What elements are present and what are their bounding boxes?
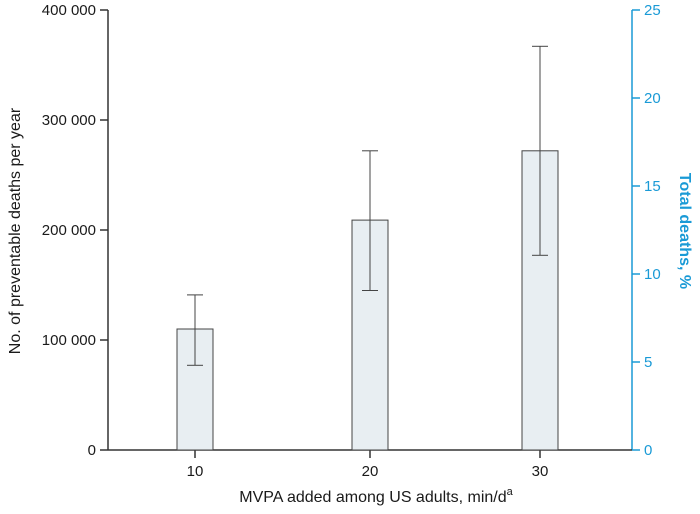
left-tick-label: 300 000 [42, 112, 96, 129]
x-tick-label: 10 [187, 463, 204, 480]
left-y-axis: 0 100 000 200 000 300 000 400 000 [42, 2, 109, 459]
left-tick-label: 100 000 [42, 332, 96, 349]
right-y-axis: 0 5 10 15 20 25 [631, 2, 661, 459]
right-tick-label: 25 [644, 2, 661, 19]
left-tick-label: 0 [88, 442, 96, 459]
x-axis-title: MVPA added among US adults, min/da [239, 486, 513, 506]
right-tick-label: 0 [644, 442, 652, 459]
y-axis-title: No. of preventable deaths per year [7, 107, 24, 354]
x-tick-label: 30 [532, 463, 549, 480]
right-tick-label: 15 [644, 178, 661, 195]
right-tick-label: 5 [644, 354, 652, 371]
right-tick-label: 10 [644, 266, 661, 283]
x-axis: 10 20 30 [108, 449, 632, 480]
left-tick-label: 200 000 [42, 222, 96, 239]
right-tick-label: 20 [644, 90, 661, 107]
x-axis-title-superscript: a [507, 486, 514, 498]
right-y-axis-title: Total deaths, % [676, 173, 693, 289]
error-bars [187, 45, 548, 366]
x-tick-label: 20 [362, 463, 379, 480]
bars [176, 150, 559, 451]
left-tick-label: 400 000 [42, 2, 96, 19]
x-axis-title-text: MVPA added among US adults, min/d [239, 489, 506, 506]
